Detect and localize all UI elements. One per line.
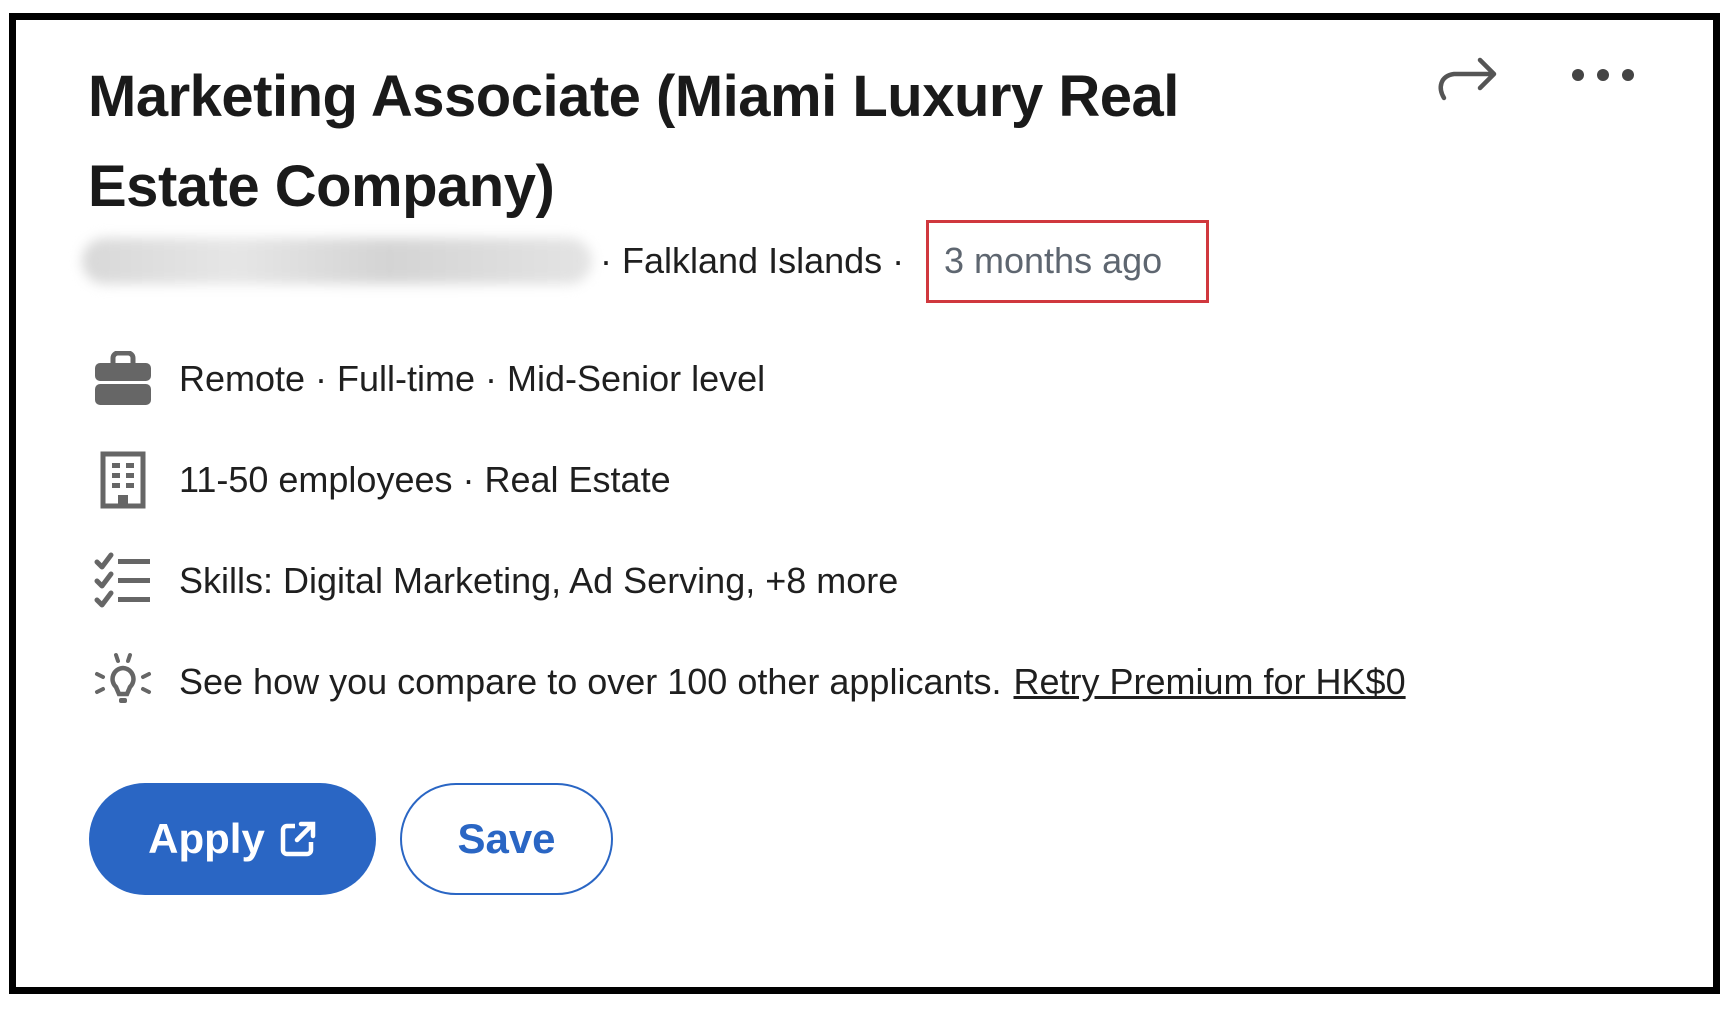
share-icon[interactable] <box>1436 52 1502 102</box>
detail-row-company: 11-50 employees · Real Estate <box>93 450 671 510</box>
detail-row-workplace: Remote · Full-time · Mid-Senior level <box>93 349 765 409</box>
detail-text: Skills: Digital Marketing, Ad Serving, +… <box>179 560 899 601</box>
highlight-box <box>926 220 1209 303</box>
job-title: Marketing Associate (Miami Luxury Real E… <box>88 64 1179 219</box>
detail-text: See how you compare to over 100 other ap… <box>179 661 1002 702</box>
briefcase-icon <box>93 349 153 409</box>
posted-time: 3 months ago <box>944 240 1163 281</box>
lightbulb-icon <box>93 652 153 712</box>
building-icon <box>93 450 153 510</box>
detail-text: Remote · Full-time · Mid-Senior level <box>179 358 766 399</box>
external-link-icon <box>280 821 316 857</box>
detail-row-skills: Skills: Digital Marketing, Ad Serving, +… <box>93 551 898 611</box>
checklist-icon <box>93 551 153 611</box>
company-name-redacted <box>82 238 592 284</box>
more-options-icon[interactable] <box>1568 64 1638 86</box>
detail-row-premium: See how you compare to over 100 other ap… <box>93 652 1406 712</box>
save-button[interactable]: Save <box>400 783 613 895</box>
job-location: · Falkland Islands · <box>600 240 905 281</box>
apply-label: Apply <box>148 815 265 862</box>
detail-text: 11-50 employees · Real Estate <box>179 459 671 500</box>
retry-premium-link[interactable]: Retry Premium for HK$0 <box>1013 661 1406 702</box>
apply-button[interactable]: Apply <box>89 783 376 895</box>
